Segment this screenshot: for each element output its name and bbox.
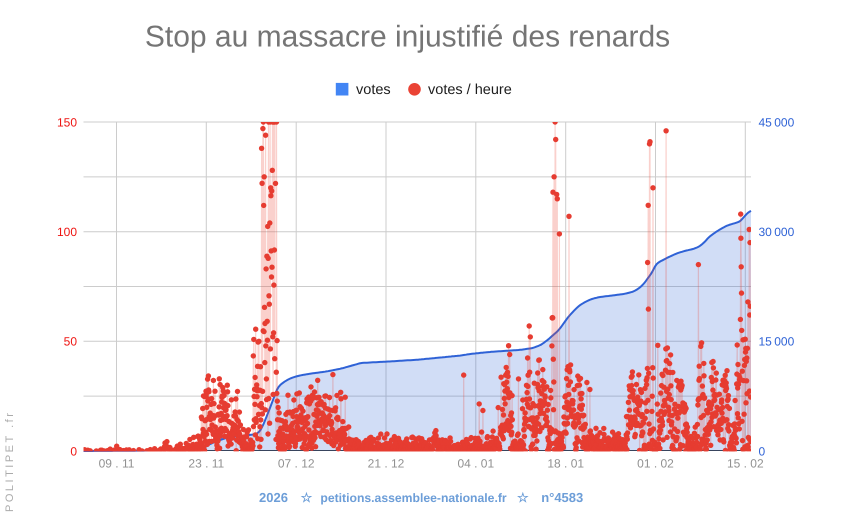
svg-text:☆: ☆ <box>517 490 529 505</box>
svg-text:2026: 2026 <box>259 490 288 505</box>
svg-text:100: 100 <box>57 225 77 239</box>
svg-text:23 . 11: 23 . 11 <box>188 457 224 471</box>
svg-text:50: 50 <box>64 335 78 349</box>
svg-text:45 000: 45 000 <box>759 115 795 129</box>
svg-text:0: 0 <box>759 444 766 458</box>
svg-text:15 000: 15 000 <box>759 335 795 349</box>
svg-text:18 . 01: 18 . 01 <box>547 457 584 471</box>
svg-text:☆: ☆ <box>301 490 313 505</box>
svg-text:09 . 11: 09 . 11 <box>99 457 135 471</box>
svg-text:21 . 12: 21 . 12 <box>368 457 405 471</box>
svg-text:votes / heure: votes / heure <box>428 82 512 98</box>
svg-text:votes: votes <box>356 82 391 98</box>
svg-text:04 . 01: 04 . 01 <box>457 457 494 471</box>
svg-text:07 . 12: 07 . 12 <box>278 457 315 471</box>
svg-text:01 . 02: 01 . 02 <box>637 457 674 471</box>
svg-text:Stop au massacre injustifié de: Stop au massacre injustifié des renards <box>145 21 670 54</box>
svg-text:150: 150 <box>57 115 77 129</box>
svg-text:n°4583: n°4583 <box>541 490 583 505</box>
svg-text:30 000: 30 000 <box>759 225 795 239</box>
svg-text:0: 0 <box>70 444 77 458</box>
svg-text:petitions.assemblee-nationale.: petitions.assemblee-nationale.fr <box>320 491 507 505</box>
svg-text:15 . 02: 15 . 02 <box>727 457 764 471</box>
